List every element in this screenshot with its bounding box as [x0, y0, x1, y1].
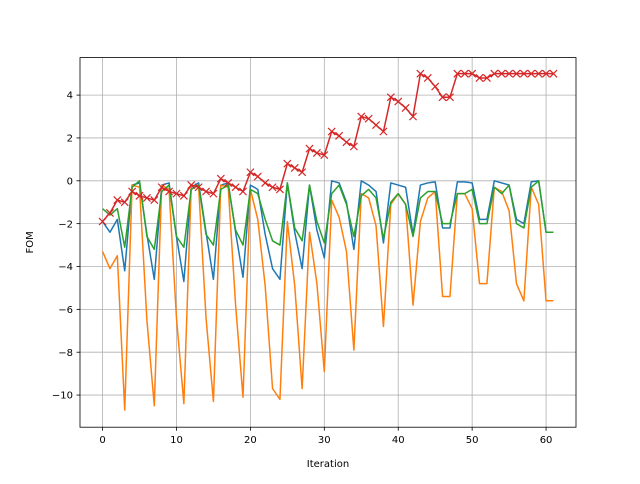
y-axis-label: FOM [25, 231, 36, 253]
series-4-marker [305, 144, 314, 153]
series-4-marker [386, 93, 395, 102]
series-4-marker [357, 112, 366, 121]
series-4-marker [453, 69, 462, 78]
series-4-marker [349, 142, 358, 151]
series-4-marker [445, 93, 454, 102]
series-4-marker [261, 178, 270, 187]
series-4-marker [327, 127, 336, 136]
series-4-marker [253, 172, 262, 181]
series-4-marker [268, 183, 277, 192]
x-tick-label: 20 [244, 435, 257, 446]
series-4-marker [142, 193, 151, 202]
series-4-marker [209, 189, 218, 198]
series-4-marker [105, 208, 114, 217]
series-4-marker [275, 185, 284, 194]
series-4-marker [490, 69, 499, 78]
series-4-marker [238, 187, 248, 196]
series-4-marker [364, 114, 373, 123]
series-4-marker [401, 103, 410, 112]
series-4-marker [172, 189, 181, 198]
series-4-marker [482, 73, 491, 82]
series-4-marker [283, 159, 292, 168]
series-4-marker [128, 187, 137, 196]
grid [80, 57, 576, 428]
series-4-marker [312, 148, 321, 157]
series-4-marker [98, 217, 107, 226]
series-4-marker [202, 187, 211, 196]
series-4-marker [342, 138, 351, 147]
series-4-marker [505, 69, 514, 78]
series-4-marker [460, 69, 469, 78]
series-4-marker [113, 196, 122, 205]
series-4-marker [549, 69, 558, 78]
y-tick-label: −8 [58, 348, 73, 359]
series-4-marker [224, 178, 233, 187]
x-tick-label: 30 [318, 435, 331, 446]
series-layer [98, 69, 558, 411]
series-4-marker [120, 198, 129, 207]
y-tick-label: −2 [58, 219, 73, 230]
y-tick-label: 2 [67, 134, 73, 145]
series-4-marker [497, 69, 506, 78]
series-4-marker [165, 187, 174, 196]
series-4-marker [179, 191, 188, 200]
axes-frame [79, 57, 577, 428]
y-tick-label: 4 [67, 91, 73, 102]
x-axis-label: Iteration [307, 459, 349, 470]
series-4-marker [320, 151, 329, 160]
series-2-line [101, 184, 554, 411]
series-4-marker [512, 69, 521, 78]
series-4-marker [416, 69, 425, 78]
x-tick-label: 0 [99, 435, 105, 446]
series-4-marker [519, 69, 528, 78]
series-4-marker [372, 121, 381, 130]
series-4-marker [246, 168, 255, 177]
x-tick-label: 60 [540, 435, 553, 446]
ticks: 0 10 20 30 40 50 60 −10 −8 −6 −4 −2 0 2 4 [52, 91, 553, 447]
y-tick-label: −4 [58, 262, 73, 273]
series-4-marker [379, 127, 388, 136]
series-4-marker [423, 73, 432, 82]
x-tick-label: 50 [466, 435, 479, 446]
x-tick-label: 10 [170, 435, 183, 446]
series-4-marker [542, 69, 551, 78]
series-4-marker [135, 191, 144, 200]
series-4-marker [431, 82, 440, 91]
series-4-marker [408, 112, 418, 121]
series-4-marker [216, 174, 225, 183]
y-tick-label: −10 [52, 391, 73, 402]
y-tick-label: −6 [58, 305, 73, 316]
series-4-marker [157, 183, 166, 192]
series-4-marker [231, 183, 240, 192]
series-4-marker [150, 196, 159, 205]
series-4-marker [335, 131, 344, 140]
series-3-line [102, 180, 554, 251]
y-tick-label: 0 [67, 176, 73, 187]
series-4-marker [468, 69, 477, 78]
series-4-marker [298, 168, 307, 177]
series-4-marker [290, 163, 299, 172]
series-4-marker [475, 73, 484, 82]
x-tick-label: 40 [392, 435, 405, 446]
series-4-marker [394, 97, 403, 106]
series-4-marker [194, 183, 203, 192]
series-4-marker [527, 69, 536, 78]
series-4-marker [187, 181, 196, 190]
series-4-marker [438, 93, 447, 102]
series-4-marker [534, 69, 543, 78]
